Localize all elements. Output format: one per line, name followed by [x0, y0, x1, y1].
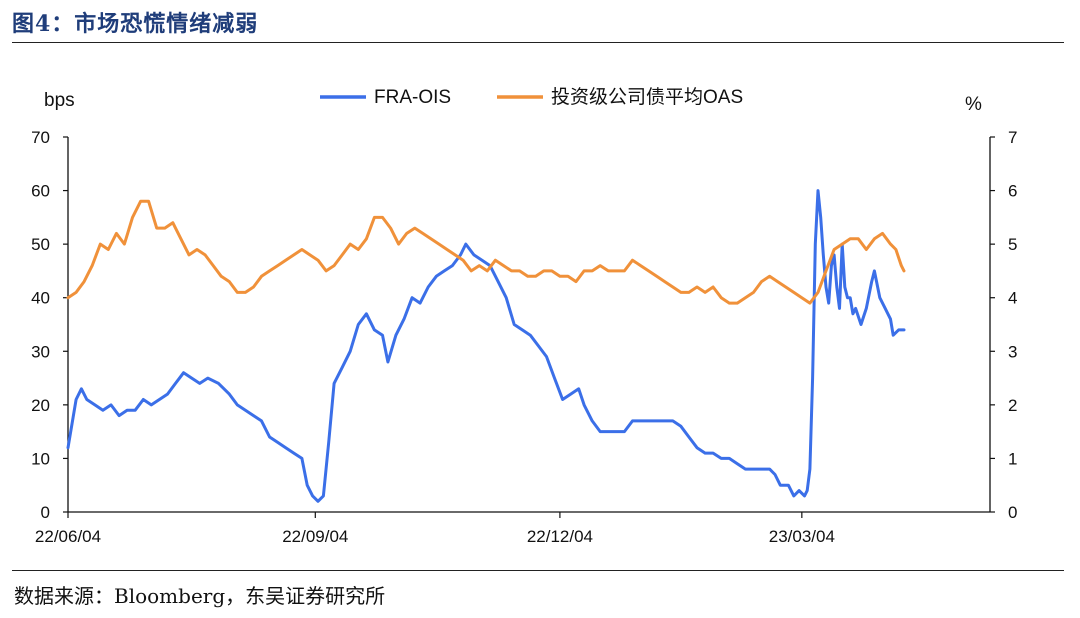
left-tick-label: 60	[31, 182, 50, 201]
right-tick-label: 2	[1008, 396, 1017, 415]
right-tick-label: 0	[1008, 503, 1017, 522]
series-line-fra-ois	[66, 189, 906, 503]
left-tick-label: 50	[31, 235, 50, 254]
right-tick-label: 5	[1008, 235, 1017, 254]
left-tick-label: 30	[31, 342, 50, 361]
right-tick-label: 7	[1008, 128, 1017, 147]
legend-label: 投资级公司债平均OAS	[551, 86, 743, 108]
left-tick-label: 40	[31, 289, 50, 308]
right-tick-label: 4	[1008, 289, 1017, 308]
left-tick-label: 10	[31, 449, 50, 468]
line-chart: 0 10 20 30 40 50 60 70 0 1 2 3 4 5 6 7 22/06/04 22/09/04 2…	[31, 86, 1017, 546]
figure-title: 图4：市场恐慌情绪减弱	[12, 11, 259, 37]
right-tick-label: 6	[1008, 182, 1017, 201]
chart-legend: FRA-OIS 投资级公司债平均OAS	[320, 86, 743, 108]
right-axis-unit: %	[965, 94, 982, 115]
chart-axes: 0 10 20 30 40 50 60 70 0 1 2 3 4 5 6 7 22/06/04 22/09/04 2…	[31, 128, 1017, 546]
left-tick-label: 70	[31, 128, 50, 147]
left-axis-unit: bps	[44, 90, 75, 111]
source-note: 数据来源：Bloomberg，东吴证券研究所	[14, 584, 386, 608]
legend-label: FRA-OIS	[374, 87, 451, 108]
x-tick-label: 22/09/04	[282, 527, 348, 546]
title-divider	[12, 42, 1064, 43]
series-line-ig-oas	[66, 199, 906, 305]
right-tick-label: 1	[1008, 449, 1017, 468]
left-tick-label: 0	[41, 503, 50, 522]
chart-series	[66, 189, 906, 503]
left-tick-label: 20	[31, 396, 50, 415]
footer-divider	[12, 570, 1064, 571]
x-tick-label: 23/03/04	[769, 527, 835, 546]
right-tick-label: 3	[1008, 342, 1017, 361]
x-tick-label: 22/06/04	[35, 527, 101, 546]
x-tick-label: 22/12/04	[527, 527, 593, 546]
